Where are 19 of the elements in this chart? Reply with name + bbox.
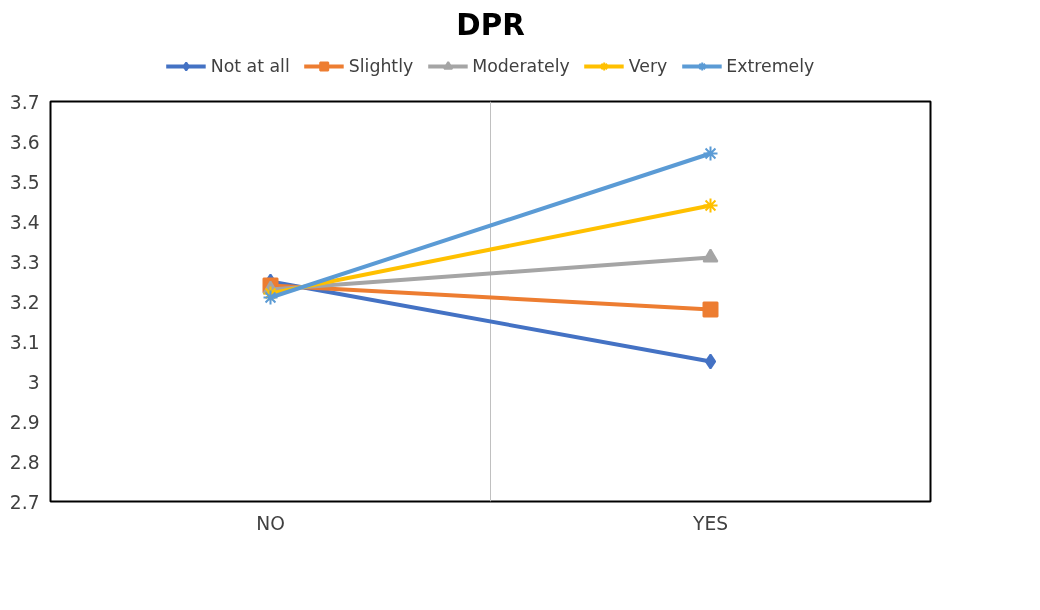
- y-tick-label: 3.7: [9, 91, 40, 113]
- legend-label: Slightly: [348, 56, 414, 76]
- y-tick-label: 2.8: [9, 451, 40, 473]
- y-tick-label: 3.4: [9, 211, 40, 233]
- y-tick-label: 3.5: [9, 171, 40, 193]
- y-tick-label: 3.1: [9, 331, 40, 353]
- y-tick-label: 3.6: [9, 131, 40, 153]
- y-tick-label: 3.3: [9, 251, 40, 273]
- legend-label: Moderately: [472, 56, 570, 76]
- y-tick-label: 2.7: [9, 491, 40, 513]
- legend-label: Very: [628, 56, 668, 76]
- x-tick-label: NO: [256, 512, 285, 534]
- legend-label: Not at all: [210, 56, 290, 76]
- legend-label: Extremely: [726, 56, 815, 76]
- y-tick-label: 3: [27, 371, 40, 393]
- y-tick-label: 3.2: [9, 291, 40, 313]
- y-tick-label: 2.9: [9, 411, 40, 433]
- x-tick-label: YES: [691, 512, 729, 534]
- chart-title: DPR: [456, 7, 525, 42]
